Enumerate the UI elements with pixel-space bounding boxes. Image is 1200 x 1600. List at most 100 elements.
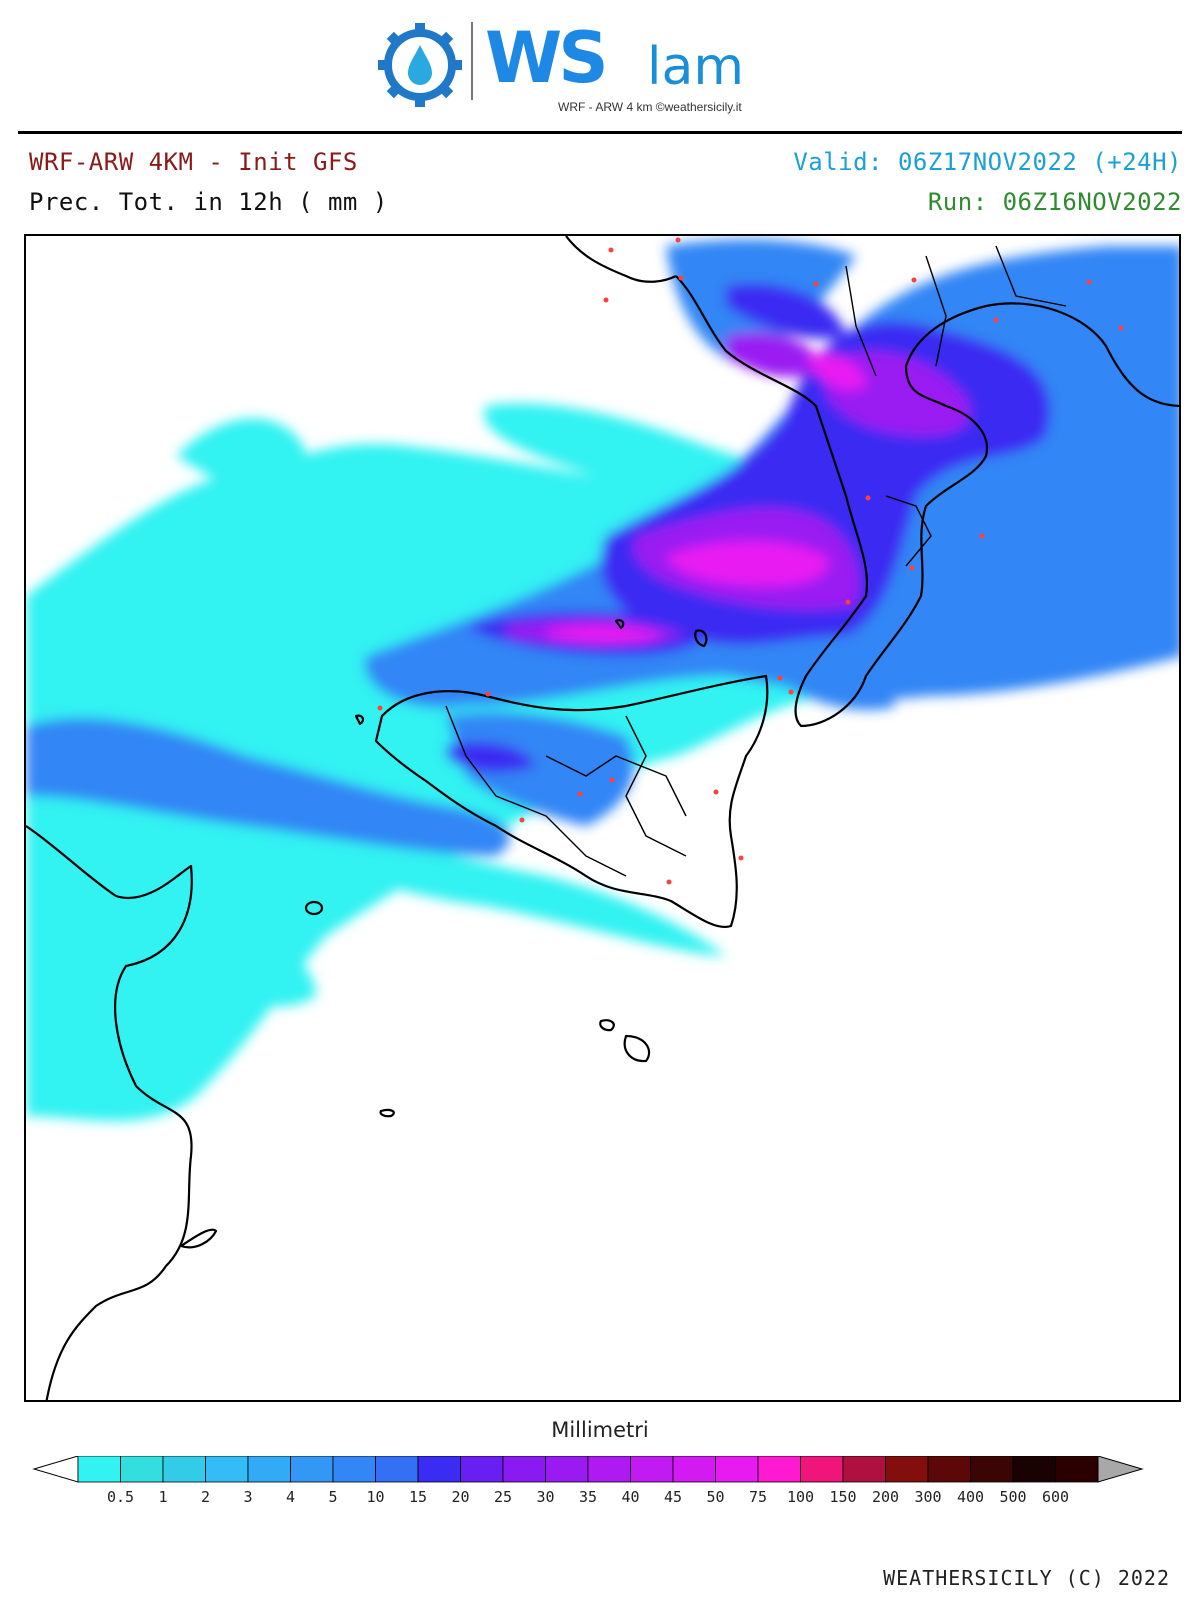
- city-marker: [377, 705, 383, 711]
- city-marker: [485, 691, 491, 697]
- city-marker: [519, 817, 525, 823]
- colorbar-title: Millimetri: [551, 1418, 649, 1442]
- precip-area-extreme: [546, 625, 666, 644]
- city-marker: [738, 855, 744, 861]
- city-marker: [678, 275, 684, 281]
- colorbar-tick-label: 45: [664, 1488, 682, 1506]
- colorbar-tick-label: 30: [536, 1488, 554, 1506]
- valid-time: Valid: 06Z17NOV2022 (+24H): [793, 148, 1182, 176]
- city-marker: [1118, 325, 1124, 331]
- colorbar-swatch: [417, 1455, 461, 1483]
- colorbar-swatch: [247, 1455, 291, 1483]
- colorbar-swatch: [885, 1455, 929, 1483]
- colorbar-tick-label: 500: [999, 1488, 1026, 1506]
- colorbar-swatch: [162, 1455, 206, 1483]
- colorbar-swatch: [800, 1455, 844, 1483]
- precip-area-very-heavy: [726, 332, 826, 377]
- island-egadi: [354, 714, 365, 726]
- colorbar-tick-label: 150: [829, 1488, 856, 1506]
- colorbar-swatch: [715, 1455, 759, 1483]
- region-border: [995, 245, 1067, 307]
- colorbar-tick-label: 200: [872, 1488, 899, 1506]
- city-marker: [777, 675, 783, 681]
- header-rule: [18, 131, 1182, 134]
- city-marker: [675, 237, 681, 243]
- model-title: WRF-ARW 4KM - Init GFS: [29, 148, 358, 176]
- logo-divider: [471, 22, 473, 100]
- precip-area-heavy: [726, 283, 846, 339]
- colorbar-swatch: [332, 1455, 376, 1483]
- coastline-campania: [565, 236, 677, 283]
- precip-area-light: [176, 418, 306, 488]
- precip-area-extreme: [806, 353, 866, 390]
- precip-area-light: [206, 934, 316, 1007]
- colorbar-swatch: [1055, 1455, 1099, 1483]
- colorbar-tick-label: 2: [201, 1488, 210, 1506]
- region-border: [925, 255, 947, 367]
- colorbar-over-arrow: [1097, 1455, 1144, 1483]
- province-border: [545, 755, 687, 817]
- city-marker: [603, 297, 609, 303]
- colorbar-tick-label: 600: [1042, 1488, 1069, 1506]
- colorbar-tick-label: 5: [328, 1488, 337, 1506]
- colorbar-swatch: [545, 1455, 589, 1483]
- colorbar-swatch: [205, 1455, 249, 1483]
- city-marker: [1086, 279, 1092, 285]
- colorbar-tick-label: 3: [243, 1488, 252, 1506]
- island-aeolian-1: [694, 629, 708, 648]
- logo-brand: WS: [485, 17, 609, 99]
- region-border: [885, 495, 932, 567]
- colorbar-tick-label: 4: [286, 1488, 295, 1506]
- precipitation-map: [24, 234, 1181, 1402]
- colorbar-tick-label: 50: [706, 1488, 724, 1506]
- logo-brand-suffix: lam: [647, 37, 744, 97]
- colorbar-swatch: [757, 1455, 801, 1483]
- colorbar-tick-label: 25: [494, 1488, 512, 1506]
- colorbar-swatch: [290, 1455, 334, 1483]
- coastline-tunisia: [26, 825, 193, 1400]
- colorbar-swatch: [672, 1455, 716, 1483]
- city-marker: [911, 277, 917, 283]
- logo-subtitle: WRF - ARW 4 km ©weathersicily.it: [558, 100, 742, 114]
- credit-text: WEATHERSICILY (C) 2022: [883, 1566, 1170, 1590]
- precip-area-heavy: [446, 742, 536, 773]
- city-marker: [713, 789, 719, 795]
- colorbar-swatch: [375, 1455, 419, 1483]
- city-marker: [865, 495, 871, 501]
- precip-area-extreme: [666, 541, 828, 586]
- colorbar-swatch: [120, 1455, 164, 1483]
- island-linosa: [379, 1108, 395, 1118]
- colorbar-tick-label: 35: [579, 1488, 597, 1506]
- colorbar-under-arrow: [32, 1455, 79, 1483]
- city-marker: [788, 689, 794, 695]
- colorbar-tick-label: 400: [957, 1488, 984, 1506]
- colorbar-swatch: [842, 1455, 886, 1483]
- precip-area-moderate: [446, 712, 634, 826]
- colorbar-tick-label: 0.5: [107, 1488, 134, 1506]
- coastline-sicily: [374, 674, 769, 929]
- precip-area-moderate: [786, 663, 896, 710]
- gear-droplet-icon: [378, 23, 462, 107]
- colorbar-swatch: [502, 1455, 546, 1483]
- province-border: [625, 715, 687, 857]
- province-border: [445, 705, 627, 877]
- city-marker: [577, 791, 583, 797]
- colorbar-swatch: [460, 1455, 504, 1483]
- logo: WS lam WRF - ARW 4 km ©weathersicily.it: [375, 18, 795, 118]
- island-aeolian-2: [614, 619, 625, 630]
- city-marker: [909, 565, 915, 571]
- precip-area-very-heavy: [826, 351, 971, 436]
- region-border: [845, 265, 877, 377]
- colorbar-tick-label: 100: [787, 1488, 814, 1506]
- colorbar-swatch: [970, 1455, 1014, 1483]
- colorbar-tick-label: 40: [621, 1488, 639, 1506]
- island-pantelleria: [304, 900, 324, 916]
- colorbar-tick-label: 75: [749, 1488, 767, 1506]
- field-title: Prec. Tot. in 12h ( mm ): [29, 188, 388, 216]
- colorbar-swatch: [927, 1455, 971, 1483]
- city-marker: [813, 281, 819, 287]
- colorbar-tick-label: 300: [914, 1488, 941, 1506]
- colorbar-swatch: [587, 1455, 631, 1483]
- colorbar-scale: 0.5 1 2 3 4 5 10 15 20 25 30 35 40 45 50 75 100 150 200 300…: [32, 1455, 1144, 1506]
- island-gozo: [599, 1019, 615, 1032]
